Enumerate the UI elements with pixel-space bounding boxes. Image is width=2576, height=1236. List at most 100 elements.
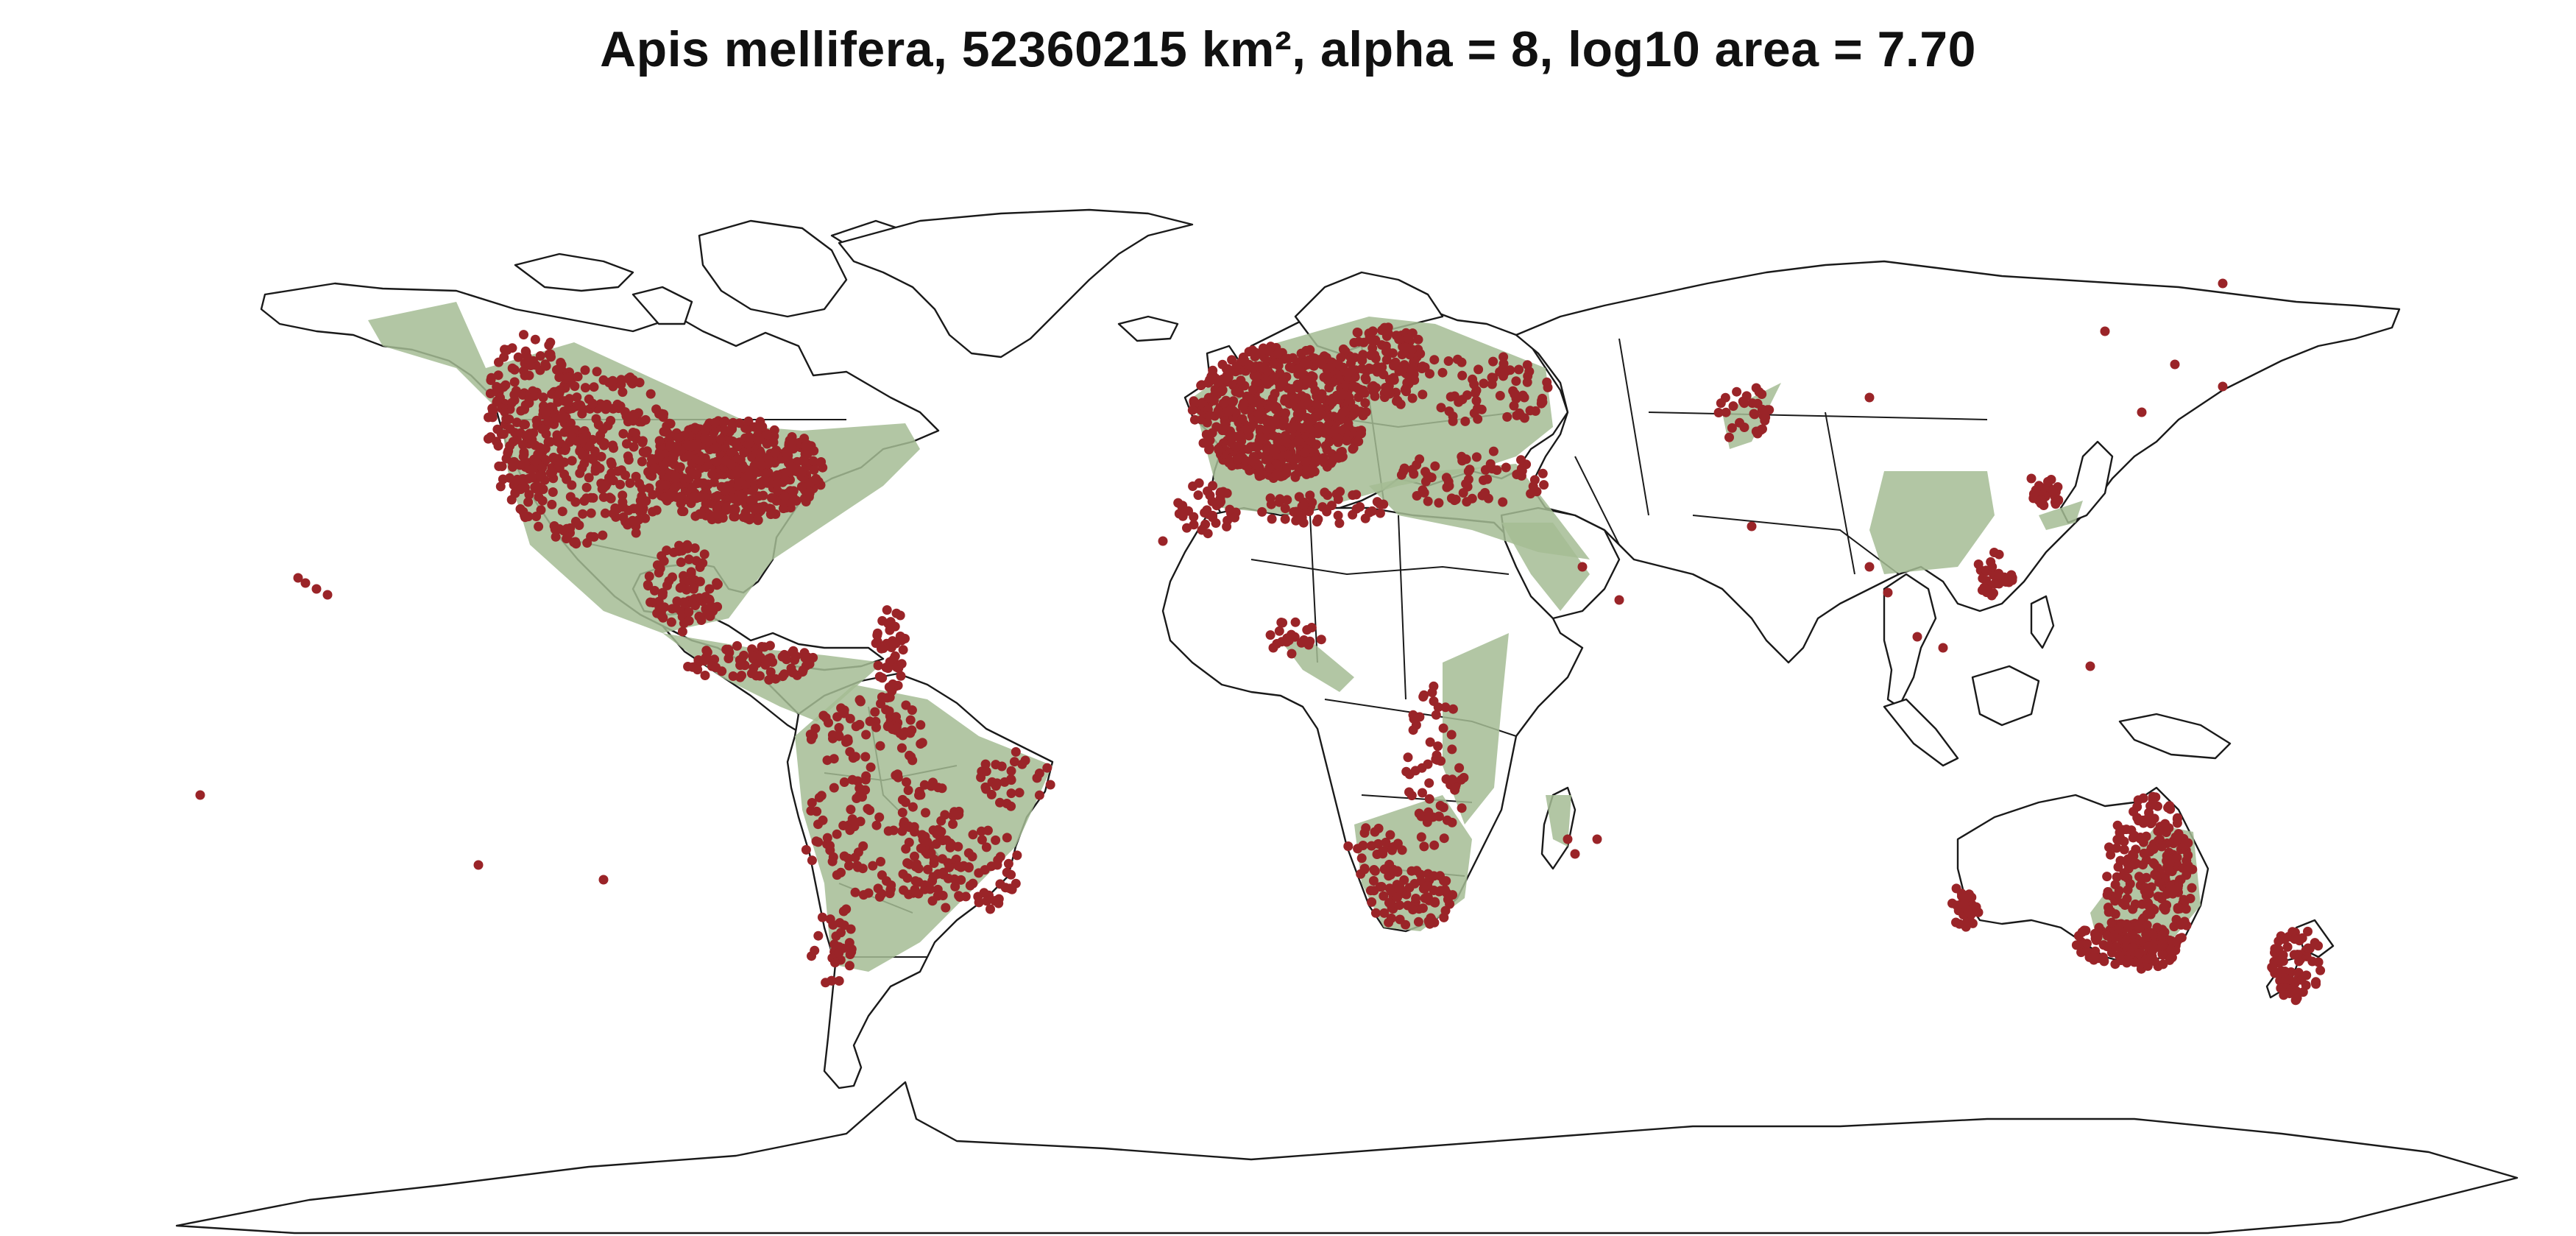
- occurrence-point-267: [757, 422, 768, 432]
- occurrence-point-1260: [841, 737, 851, 747]
- occurrence-point-759: [515, 504, 526, 514]
- occurrence-point-3117: [2091, 935, 2101, 945]
- occurrence-point-2999: [2135, 833, 2145, 844]
- occurrence-point-3008: [2157, 949, 2168, 959]
- occurrence-point-3240: [1713, 408, 1724, 417]
- occurrence-point-991: [544, 340, 554, 350]
- occurrence-point-2036: [1290, 470, 1301, 481]
- occurrence-point-1370: [839, 777, 849, 787]
- occurrence-point-328: [695, 492, 705, 502]
- occurrence-point-1499: [1006, 788, 1016, 799]
- occurrence-point-1075: [695, 562, 705, 572]
- occurrence-point-2183: [1271, 470, 1281, 480]
- occurrence-point-2269: [1364, 363, 1374, 373]
- occurrence-point-2147: [1301, 457, 1311, 467]
- occurrence-point-1068: [684, 607, 694, 617]
- occurrence-point-2489: [1275, 494, 1285, 504]
- occurrence-point-2151: [1293, 436, 1303, 446]
- occurrence-point-382: [726, 448, 737, 457]
- occurrence-point-3242: [1721, 407, 1731, 417]
- occurrence-point-956: [509, 389, 520, 400]
- occurrence-point-1158: [701, 652, 711, 663]
- occurrence-point-1345: [921, 808, 930, 818]
- occurrence-point-3298: [1158, 536, 1168, 546]
- occurrence-point-372: [772, 478, 782, 489]
- occurrence-point-1423: [928, 872, 938, 882]
- occurrence-point-2430: [1420, 467, 1430, 477]
- occurrence-point-418: [756, 448, 765, 458]
- occurrence-point-1130: [778, 671, 788, 682]
- occurrence-point-2412: [1449, 495, 1459, 506]
- occurrence-point-2439: [1396, 470, 1406, 480]
- occurrence-point-2993: [2160, 905, 2170, 915]
- occurrence-point-1148: [711, 663, 721, 673]
- occurrence-point-2279: [1394, 334, 1404, 345]
- occurrence-point-914: [529, 391, 539, 401]
- occurrence-point-776: [651, 505, 662, 515]
- occurrence-point-845: [547, 389, 557, 399]
- japan-landmass: [2059, 440, 2114, 524]
- occurrence-point-807: [628, 375, 638, 385]
- occurrence-point-2979: [2141, 872, 2151, 883]
- occurrence-point-828: [570, 537, 581, 547]
- occurrence-point-460: [710, 417, 720, 428]
- occurrence-point-2275: [1388, 361, 1398, 371]
- occurrence-point-465: [698, 478, 709, 488]
- occurrence-point-1270: [907, 705, 917, 716]
- occurrence-point-1011: [684, 554, 694, 565]
- occurrence-point-594: [665, 491, 675, 501]
- occurrence-point-987: [495, 392, 505, 403]
- occurrence-point-2300: [1353, 328, 1362, 338]
- occurrence-point-2581: [1410, 766, 1420, 776]
- occurrence-point-3280: [1912, 632, 1922, 642]
- occurrence-point-610: [567, 456, 577, 466]
- occurrence-point-2498: [1334, 518, 1345, 529]
- antarctica-landmass: [175, 1081, 2519, 1235]
- occurrence-point-2549: [1429, 840, 1440, 850]
- occurrence-point-2767: [1973, 559, 1984, 569]
- occurrence-point-3287: [1864, 562, 1875, 572]
- occurrence-point-2445: [1479, 475, 1488, 485]
- occurrence-point-1457: [902, 858, 913, 868]
- occurrence-point-1332: [832, 870, 842, 880]
- occurrence-point-554: [654, 436, 665, 446]
- occurrence-point-2236: [1357, 364, 1367, 374]
- occurrence-point-1167: [891, 638, 901, 649]
- occurrence-point-3208: [2293, 950, 2303, 960]
- occurrence-point-2625: [1367, 897, 1377, 907]
- occurrence-point-705: [618, 428, 629, 439]
- occurrence-point-2166: [1214, 445, 1224, 455]
- occurrence-point-2348: [1495, 391, 1505, 400]
- occurrence-point-963: [554, 372, 565, 382]
- occurrence-point-515: [779, 491, 790, 501]
- occurrence-point-383: [780, 475, 790, 485]
- occurrence-point-3250: [1754, 386, 1764, 397]
- occurrence-point-966: [546, 352, 556, 362]
- occurrence-point-1383: [885, 884, 896, 894]
- occurrence-point-3183: [2282, 942, 2293, 952]
- occurrence-point-1425: [974, 868, 984, 878]
- occurrence-point-1073: [657, 590, 668, 600]
- occurrence-point-874: [567, 431, 577, 442]
- occurrence-point-1704: [1196, 381, 1206, 391]
- occurrence-point-665: [648, 490, 658, 500]
- occurrence-point-2309: [1367, 326, 1378, 336]
- asia-landmass: [1515, 260, 2401, 664]
- sumatra-landmass: [1883, 698, 1959, 767]
- occurrence-point-2314: [1457, 370, 1468, 381]
- occurrence-point-3030: [2115, 827, 2125, 838]
- occurrence-point-3239: [1732, 386, 1742, 397]
- occurrence-point-555: [548, 487, 558, 497]
- occurrence-point-2044: [1213, 406, 1223, 416]
- occurrence-point-3194: [2269, 956, 2279, 967]
- occurrence-point-1085: [679, 598, 690, 609]
- occurrence-point-1391: [991, 835, 1001, 845]
- occurrence-point-2695: [1358, 841, 1368, 850]
- occurrence-point-2383: [1392, 396, 1401, 406]
- occurrence-point-2118: [1283, 450, 1293, 460]
- occurrence-point-2434: [1485, 459, 1496, 469]
- occurrence-point-1888: [1254, 467, 1264, 478]
- occurrence-point-2487: [1360, 513, 1370, 523]
- occurrence-point-3109: [2123, 922, 2134, 933]
- occurrence-point-3246: [1749, 409, 1760, 420]
